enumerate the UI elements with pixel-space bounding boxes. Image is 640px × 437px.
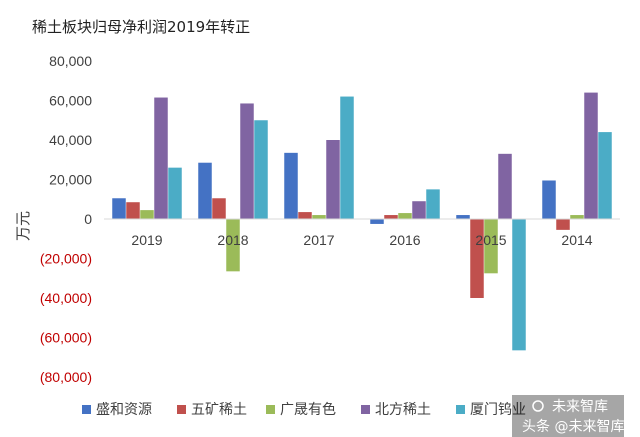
- x-axis-categories: 2019 2018 2017 2016 2015 2014: [131, 232, 592, 248]
- bar: [542, 180, 556, 219]
- legend-label: 厦门钨业: [470, 402, 526, 418]
- bar: [384, 215, 398, 219]
- legend-swatch: [82, 405, 91, 414]
- y-tick-label: 20,000: [49, 172, 92, 188]
- y-tick-label: 0: [84, 211, 92, 227]
- bar: [484, 219, 498, 274]
- bars: [112, 92, 612, 351]
- bar: [112, 198, 126, 219]
- bar: [556, 219, 570, 230]
- x-category-label: 2015: [475, 232, 506, 248]
- x-category-label: 2017: [303, 232, 334, 248]
- legend: 盛和资源 五矿稀土 广晟有色 北方稀土 厦门钨业: [82, 401, 526, 418]
- watermark-line2: 头条 @未来智库: [522, 418, 624, 435]
- y-tick-label: 80,000: [49, 53, 92, 69]
- bar: [340, 96, 354, 219]
- bar: [140, 210, 154, 219]
- bar: [254, 120, 268, 219]
- watermark: 未来智库 头条 @未来智库: [512, 395, 624, 437]
- x-category-label: 2019: [131, 232, 162, 248]
- y-tick-label: 40,000: [49, 132, 92, 148]
- bar: [312, 215, 326, 219]
- y-axis-ticks: 80,000 60,000 40,000 20,000 0 (20,000) (40,000…: [40, 53, 92, 385]
- bar: [584, 92, 598, 219]
- legend-label: 广晟有色: [280, 401, 336, 418]
- legend-swatch: [456, 405, 465, 414]
- bar: [512, 219, 526, 351]
- watermark-chat-icon: [532, 400, 544, 412]
- bar: [240, 103, 254, 219]
- y-tick-label: 60,000: [49, 93, 92, 109]
- bar: [398, 213, 412, 219]
- x-category-label: 2014: [561, 232, 592, 248]
- bar: [456, 215, 470, 219]
- bar: [570, 215, 584, 219]
- bar: [498, 153, 512, 219]
- bar: [168, 167, 182, 219]
- bar: [226, 219, 240, 272]
- legend-swatch: [177, 405, 186, 414]
- x-category-label: 2016: [389, 232, 420, 248]
- x-category-label: 2018: [217, 232, 248, 248]
- bar: [470, 219, 484, 298]
- y-tick-label: (80,000): [40, 369, 92, 385]
- legend-label: 北方稀土: [375, 402, 431, 418]
- watermark-line1: 未来智库: [552, 399, 608, 415]
- bar: [154, 97, 168, 219]
- y-tick-label: (20,000): [40, 251, 92, 267]
- y-axis-label: 万元: [14, 211, 32, 241]
- bar: [412, 201, 426, 219]
- legend-swatch: [266, 405, 275, 414]
- bar: [198, 162, 212, 219]
- bar: [284, 152, 298, 219]
- bar: [598, 132, 612, 219]
- y-tick-label: (40,000): [40, 290, 92, 306]
- bar: [426, 189, 440, 219]
- y-tick-label: (60,000): [40, 330, 92, 346]
- legend-swatch: [361, 405, 370, 414]
- bar: [212, 198, 226, 219]
- bar: [370, 219, 384, 224]
- chart-title: 稀土板块归母净利润2019年转正: [32, 18, 250, 36]
- bar: [326, 140, 340, 219]
- legend-label: 盛和资源: [96, 402, 152, 418]
- legend-label: 五矿稀土: [191, 402, 247, 418]
- bar: [126, 202, 140, 219]
- bar: [298, 212, 312, 219]
- watermark-backdrop: [512, 395, 624, 437]
